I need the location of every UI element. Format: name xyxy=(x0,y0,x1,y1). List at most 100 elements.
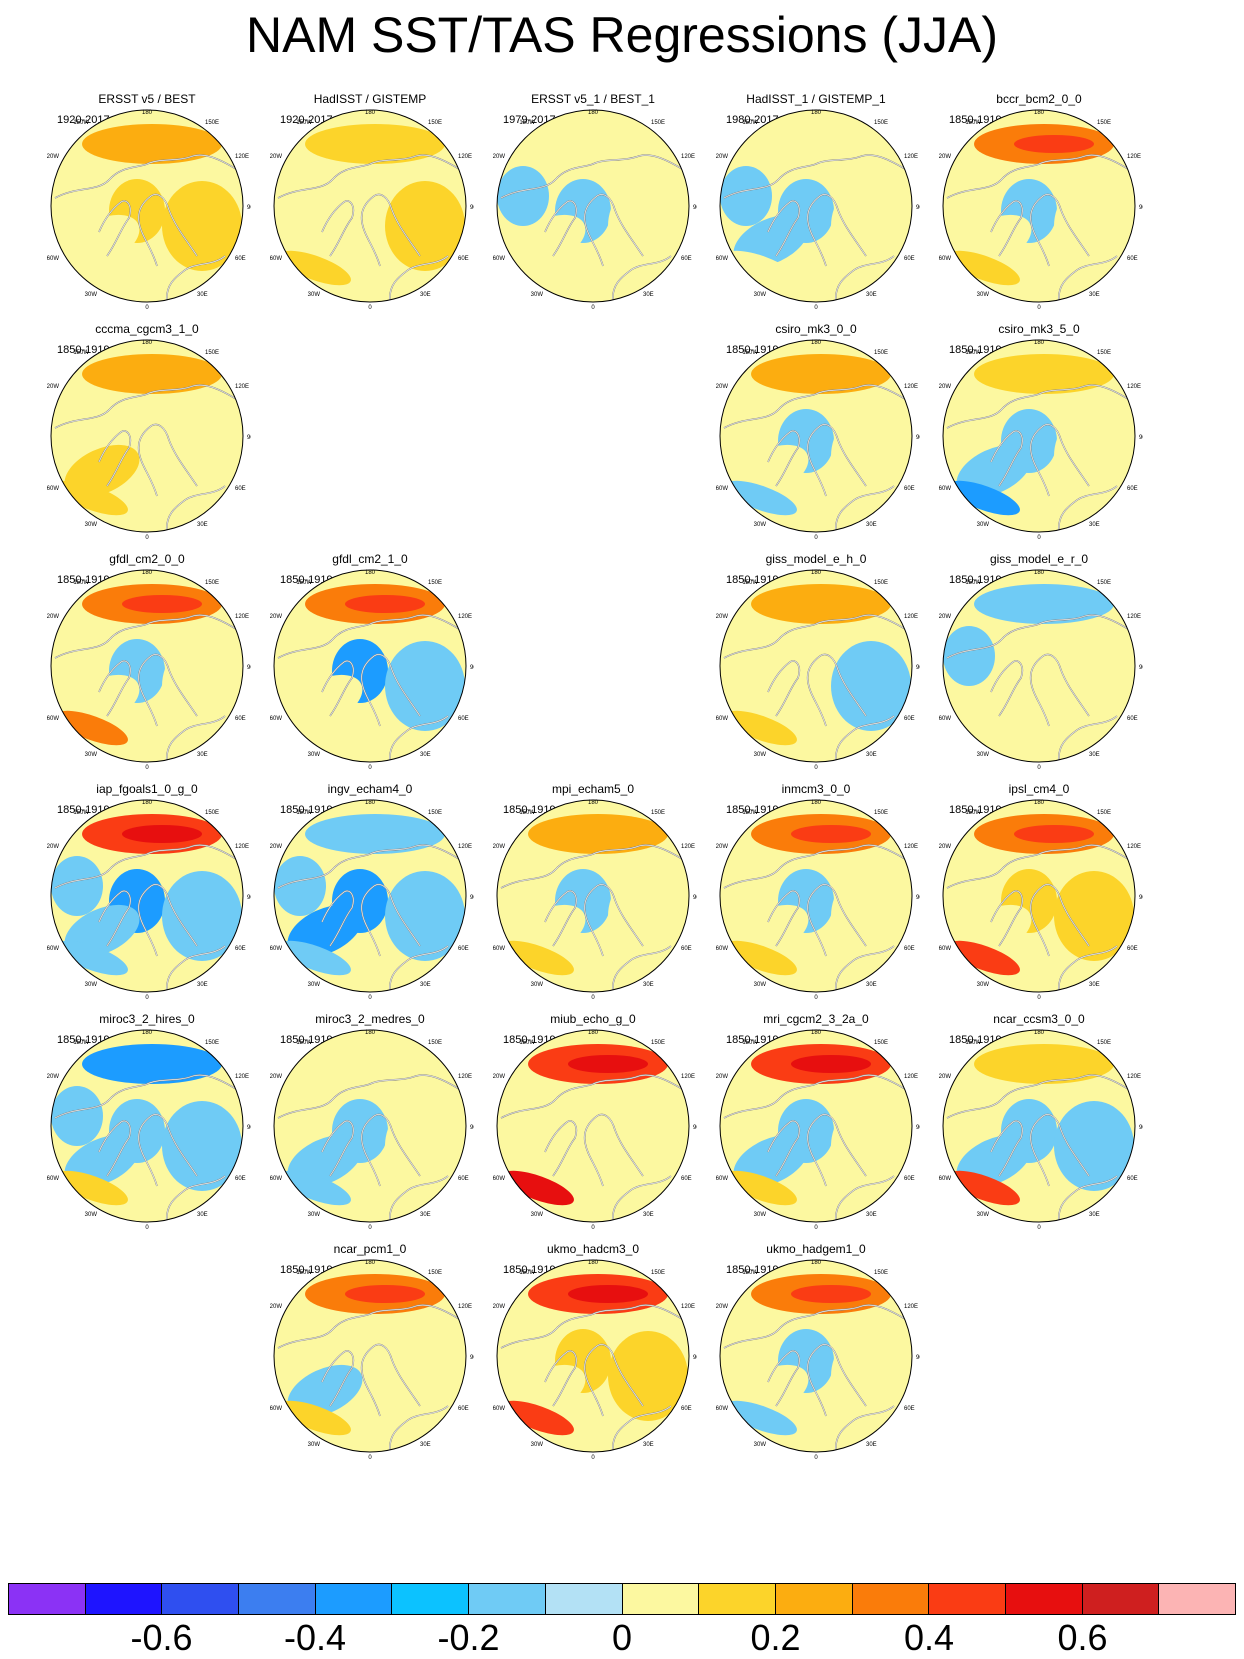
longitude-label: 60W xyxy=(47,486,59,492)
longitude-label: 0 xyxy=(591,1455,595,1460)
north-america-anomaly xyxy=(497,856,549,916)
panel-title: inmcm3_0_0 xyxy=(781,782,851,796)
polar-map: 180150E150W120E120W90E90W60E60W30E30W0 xyxy=(47,569,251,770)
longitude-label: 150E xyxy=(651,810,665,816)
eurasia-anomaly xyxy=(831,1101,911,1191)
panel-period: 1850-1919 xyxy=(280,574,333,586)
longitude-label: 120E xyxy=(904,844,918,850)
polar-map: 180150E150W120E120W90E90W60E60W30E30W0 xyxy=(939,1029,1143,1230)
longitude-label: 30W xyxy=(308,1212,321,1218)
colorbar-swatch xyxy=(239,1584,316,1614)
panel-period: 1920-2017 xyxy=(57,114,110,126)
eurasia-anomaly xyxy=(831,411,911,501)
panel-title: mpi_echam5_0 xyxy=(551,782,635,796)
longitude-label: 150W xyxy=(965,1040,981,1046)
longitude-label: 0 xyxy=(1037,1225,1041,1230)
map-panel: HadISST_1 / GISTEMP_1 1980-2017 180 150E 150… xyxy=(716,92,946,322)
longitude-label: 150W xyxy=(519,1040,535,1046)
longitude-label: 90E xyxy=(247,205,251,211)
longitude-label: 90E xyxy=(247,895,251,901)
longitude-label: 30W xyxy=(308,1442,321,1448)
longitude-label: 120W xyxy=(716,154,728,160)
longitude-label: 90E xyxy=(1139,665,1143,671)
map-outline xyxy=(273,799,467,993)
longitude-label: 60W xyxy=(47,716,59,722)
pacific-core xyxy=(122,595,202,613)
longitude-label: 120E xyxy=(235,844,249,850)
longitude-label: 0 xyxy=(591,305,595,310)
map-outline xyxy=(496,1029,690,1223)
longitude-label: 180 xyxy=(365,800,376,806)
eurasia-anomaly xyxy=(162,411,242,501)
colorbar-swatch xyxy=(9,1584,86,1614)
longitude-label: 180 xyxy=(142,800,153,806)
longitude-label: 90E xyxy=(916,1355,920,1361)
pacific-anomaly xyxy=(974,584,1114,624)
longitude-label: 60E xyxy=(904,256,915,262)
longitude-label: 30E xyxy=(197,982,208,988)
longitude-label: 60W xyxy=(939,716,951,722)
map-panel: ncar_ccsm3_0_0 1850-1919 180 150E 150W 120E 12… xyxy=(939,1012,1169,1242)
longitude-label: 180 xyxy=(365,1260,376,1266)
map-panel: csiro_mk3_5_0 1850-1919 180 150E 150W 120E 120… xyxy=(939,322,1169,552)
longitude-label: 120E xyxy=(458,1074,472,1080)
map-outline xyxy=(942,799,1136,993)
map-panel: ERSST v5_1 / BEST_1 1979-2017 180 150E 150W 1… xyxy=(493,92,723,322)
gulf-stream-anomaly xyxy=(725,1400,797,1436)
longitude-label: 150W xyxy=(965,580,981,586)
longitude-label: 150W xyxy=(742,1040,758,1046)
panel-title: miroc3_2_medres_0 xyxy=(315,1012,425,1026)
longitude-label: 120W xyxy=(47,614,59,620)
colorbar-swatch xyxy=(469,1584,546,1614)
coastline-highlight xyxy=(946,844,1134,992)
eurasia-anomaly xyxy=(831,1331,911,1421)
longitude-label: 90E xyxy=(916,1125,920,1131)
longitude-label: 30W xyxy=(85,752,98,758)
longitude-label: 90E xyxy=(247,665,251,671)
eurasia-anomaly xyxy=(1054,1101,1134,1191)
gulf-stream-anomaly xyxy=(948,710,1020,746)
longitude-label: 180 xyxy=(811,340,822,346)
longitude-label: 180 xyxy=(588,800,599,806)
longitude-label: 30E xyxy=(197,522,208,528)
longitude-label: 150W xyxy=(742,810,758,816)
longitude-label: 60E xyxy=(1127,256,1138,262)
polar-map: 180150E150W120E120W90E90W60E60W30E30W0 xyxy=(270,569,474,770)
longitude-label: 0 xyxy=(814,1455,818,1460)
coastline-highlight xyxy=(500,844,688,992)
north-america-anomaly xyxy=(943,396,995,456)
longitude-label: 150W xyxy=(296,120,312,126)
polar-map: 180150E150W120E120W90E90W60E60W30E30W0 xyxy=(493,1029,697,1230)
longitude-label: 120E xyxy=(1127,1074,1141,1080)
longitude-label: 30W xyxy=(531,1212,544,1218)
page-title: NAM SST/TAS Regressions (JJA) xyxy=(245,7,998,63)
polar-map: 180150E150W120E120W90E90W60E60W30E30W0 xyxy=(939,339,1143,540)
longitude-label: 0 xyxy=(1037,995,1041,1000)
longitude-label: 120E xyxy=(904,384,918,390)
pacific-core xyxy=(345,1285,425,1303)
map-panel: giss_model_e_r_0 1850-1919 180 150E 150W 120E… xyxy=(939,552,1169,782)
longitude-label: 0 xyxy=(1037,305,1041,310)
longitude-label: 60E xyxy=(904,716,915,722)
colorbar-swatch xyxy=(392,1584,470,1614)
longitude-label: 120W xyxy=(47,844,59,850)
map-outline xyxy=(50,109,244,303)
map-panel: mpi_echam5_0 1850-1919 180 150E 150W 120E 120W… xyxy=(493,782,723,1012)
longitude-label: 180 xyxy=(1034,1030,1045,1036)
colorbar-swatch xyxy=(1159,1584,1235,1614)
longitude-label: 150E xyxy=(874,120,888,126)
gulf-stream-anomaly xyxy=(279,1170,351,1206)
polar-map: 180150E150W120E120W90E90W60E60W30E30W0 xyxy=(47,1029,251,1230)
gulf-stream-anomaly xyxy=(279,250,351,286)
longitude-label: 180 xyxy=(1034,570,1045,576)
map-panel: HadISST / GISTEMP 1920-2017 180 150E 150W 120… xyxy=(270,92,500,322)
longitude-label: 90E xyxy=(693,1355,697,1361)
panel-title: ingv_echam4_0 xyxy=(327,782,413,796)
pacific-core xyxy=(1014,135,1094,153)
longitude-label: 30E xyxy=(420,982,431,988)
panel-title: ERSST v5_1 / BEST_1 xyxy=(531,92,655,106)
longitude-label: 0 xyxy=(591,995,595,1000)
longitude-label: 150W xyxy=(742,1270,758,1276)
gulf-stream-anomaly xyxy=(502,1170,574,1206)
longitude-label: 90E xyxy=(916,895,920,901)
